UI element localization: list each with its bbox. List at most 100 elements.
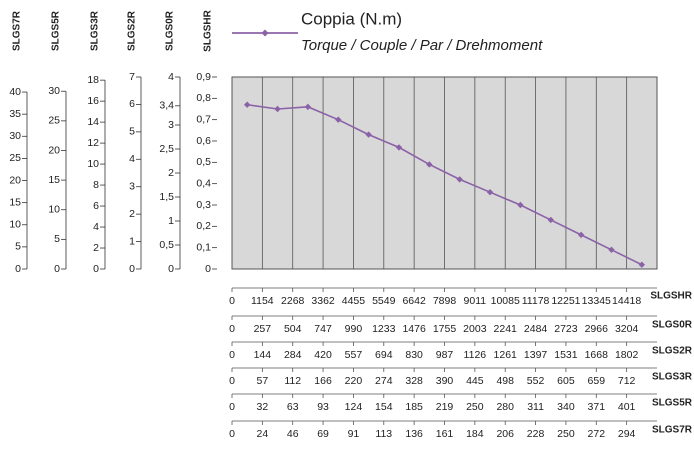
y-tick-label: 15 xyxy=(48,174,60,186)
x-tick-label: 272 xyxy=(588,428,606,440)
x-tick-label: 10085 xyxy=(491,295,520,307)
legend-label: Coppia (N.m) xyxy=(301,9,402,28)
y-tick-label: 0,9 xyxy=(196,71,211,83)
x-tick-label: 161 xyxy=(436,428,454,440)
x-tick-label: 371 xyxy=(588,401,606,413)
x-tick-label: 12251 xyxy=(551,295,580,307)
x-tick-label: 5549 xyxy=(372,295,396,307)
x-tick-label: 112 xyxy=(284,375,301,387)
x-tick-label: 987 xyxy=(436,349,454,361)
y-tick-label: 0,6 xyxy=(196,135,211,147)
axis-title: SLGS0R xyxy=(652,320,693,331)
y-tick-label: 0 xyxy=(54,263,60,275)
x-tick-label: 219 xyxy=(436,401,454,413)
x-tick-label: 32 xyxy=(257,401,269,413)
x-tick-label: 250 xyxy=(557,428,575,440)
x-tick-label: 2268 xyxy=(281,295,305,307)
x-tick-label: 390 xyxy=(436,375,454,387)
marker xyxy=(304,103,312,111)
y-tick-label: 0 xyxy=(129,263,135,275)
axis-title: SLGS5R xyxy=(652,398,693,409)
x-tick-label: 69 xyxy=(317,428,329,440)
axis-title: SLGS7R xyxy=(12,10,23,51)
y-tick-label: 15 xyxy=(9,196,21,208)
y-tick-label: 10 xyxy=(9,219,21,231)
marker xyxy=(577,231,585,239)
x-tick-label: 605 xyxy=(557,375,575,387)
x-tick-label: 2723 xyxy=(554,323,578,335)
x-tick-label: 498 xyxy=(496,375,514,387)
y-tick-label: 3,4 xyxy=(159,100,174,112)
x-tick-label: 154 xyxy=(375,401,393,413)
marker xyxy=(517,201,524,209)
x-tick-label: 6642 xyxy=(402,295,426,307)
x-tick-label: 2484 xyxy=(524,323,548,335)
x-tick-label: 1397 xyxy=(524,349,548,361)
y-tick-label: 8 xyxy=(93,179,99,191)
x-tick-label: 3362 xyxy=(311,295,335,307)
x-tick-label: 228 xyxy=(527,428,545,440)
axis-title: SLGS3R xyxy=(652,372,693,383)
x-tick-label: 9011 xyxy=(464,295,487,307)
x-tick-label: 1755 xyxy=(433,323,457,335)
y-tick-label: 2 xyxy=(93,242,99,254)
x-tick-label: 2966 xyxy=(585,323,609,335)
x-tick-label: 694 xyxy=(375,349,393,361)
y-tick-label: 6 xyxy=(129,98,135,110)
y-tick-label: 20 xyxy=(48,144,60,156)
y-tick-label: 2 xyxy=(129,208,135,220)
y-tick-label: 30 xyxy=(9,130,21,142)
x-tick-label: 1126 xyxy=(464,349,487,361)
x-tick-label: 747 xyxy=(314,323,332,335)
y-tick-label: 40 xyxy=(9,86,21,98)
x-tick-label: 557 xyxy=(345,349,363,361)
y-tick-label: 0,2 xyxy=(196,220,211,232)
y-tick-label: 5 xyxy=(15,241,21,253)
marker xyxy=(395,144,403,151)
y-tick-label: 0,1 xyxy=(196,241,211,253)
x-tick-label: 340 xyxy=(557,401,575,413)
x-tick-label: 136 xyxy=(405,428,423,440)
y-tick-label: 3 xyxy=(129,180,135,192)
x-tick-label: 2241 xyxy=(494,323,518,335)
y-tick-label: 18 xyxy=(87,74,99,86)
x-tick-label: 328 xyxy=(405,375,423,387)
y-tick-label: 30 xyxy=(48,85,60,97)
x-tick-label: 552 xyxy=(527,375,545,387)
y-tick-label: 10 xyxy=(48,204,60,216)
y-tick-label: 20 xyxy=(9,174,21,186)
x-tick-label: 24 xyxy=(257,428,269,440)
marker xyxy=(243,101,251,108)
x-tick-label: 990 xyxy=(345,323,363,335)
x-tick-label: 144 xyxy=(254,349,272,361)
x-tick-label: 420 xyxy=(314,349,332,361)
axis-title: SLGS0R xyxy=(165,10,176,51)
marker xyxy=(547,216,554,224)
x-tick-label: 1154 xyxy=(251,295,274,307)
legend-marker xyxy=(261,29,269,37)
y-tick-label: 0,4 xyxy=(196,177,211,189)
y-tick-label: 14 xyxy=(87,116,99,128)
x-tick-label: 0 xyxy=(229,323,235,335)
y-tick-label: 2 xyxy=(168,167,174,179)
x-tick-label: 63 xyxy=(287,401,299,413)
x-tick-label: 2003 xyxy=(463,323,487,335)
x-tick-label: 1668 xyxy=(585,349,609,361)
y-tick-label: 0,8 xyxy=(196,92,211,104)
x-tick-label: 166 xyxy=(314,375,332,387)
axis-title: SLGS2R xyxy=(127,10,138,51)
y-tick-label: 3 xyxy=(168,119,174,131)
x-tick-label: 11178 xyxy=(522,295,550,307)
x-tick-label: 0 xyxy=(229,401,235,413)
y-tick-label: 35 xyxy=(9,108,21,120)
x-tick-label: 46 xyxy=(287,428,299,440)
axis-title: SLGS3R xyxy=(90,10,101,51)
y-tick-label: 0,5 xyxy=(159,239,174,251)
x-tick-label: 445 xyxy=(466,375,484,387)
x-tick-label: 257 xyxy=(254,323,272,335)
x-tick-label: 504 xyxy=(284,323,302,335)
x-tick-label: 4455 xyxy=(342,295,366,307)
x-tick-label: 274 xyxy=(375,375,393,387)
x-tick-label: 3204 xyxy=(615,323,639,335)
y-tick-label: 0 xyxy=(15,263,21,275)
